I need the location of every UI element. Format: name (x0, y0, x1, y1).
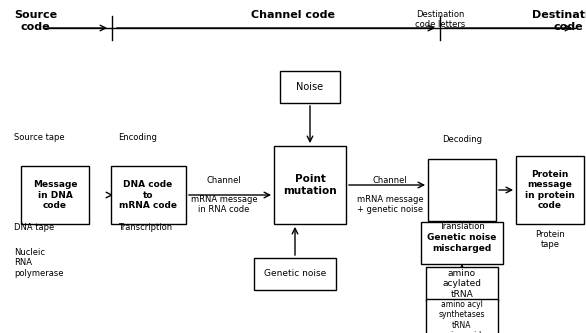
Text: Channel: Channel (207, 176, 241, 185)
Text: Destination
code: Destination code (532, 10, 586, 32)
Bar (111, 166, 186, 224)
Bar (21, 166, 89, 224)
Text: Source
code: Source code (14, 10, 57, 32)
Text: Message
in DNA
code: Message in DNA code (33, 180, 77, 210)
Text: mRNA message
+ genetic noise: mRNA message + genetic noise (357, 195, 423, 214)
Text: Point
mutation: Point mutation (283, 174, 337, 196)
Text: Source tape: Source tape (14, 133, 64, 142)
Bar (254, 258, 336, 290)
Text: Destination
code letters: Destination code letters (415, 10, 465, 29)
Bar (426, 299, 498, 333)
Text: Channel code: Channel code (251, 10, 335, 20)
Text: Protein
tape: Protein tape (535, 230, 565, 249)
Text: amino acyl
synthetases
tRNA
amino acids: amino acyl synthetases tRNA amino acids (439, 300, 485, 333)
Bar (516, 156, 584, 224)
Text: Noise: Noise (297, 82, 323, 92)
Text: Protein
message
in protein
code: Protein message in protein code (525, 170, 575, 210)
Bar (428, 159, 496, 221)
Text: Channel: Channel (373, 176, 407, 185)
Text: Encoding: Encoding (118, 133, 157, 142)
Text: Genetic noise
mischarged: Genetic noise mischarged (427, 233, 497, 253)
Text: Nucleic
RNA
polymerase: Nucleic RNA polymerase (14, 248, 63, 278)
Bar (426, 267, 498, 301)
Bar (274, 146, 346, 224)
Text: mRNA message
in RNA code: mRNA message in RNA code (190, 195, 257, 214)
Text: Decoding: Decoding (442, 135, 482, 144)
Text: DNA tape: DNA tape (14, 223, 54, 232)
Text: Transcription: Transcription (118, 223, 172, 232)
Text: DNA code
to
mRNA code: DNA code to mRNA code (119, 180, 177, 210)
Bar (421, 222, 503, 264)
Text: Genetic noise: Genetic noise (264, 269, 326, 278)
Text: amino
acylated
tRNA: amino acylated tRNA (442, 269, 482, 299)
Text: Translation: Translation (439, 222, 485, 231)
Bar (280, 71, 340, 103)
